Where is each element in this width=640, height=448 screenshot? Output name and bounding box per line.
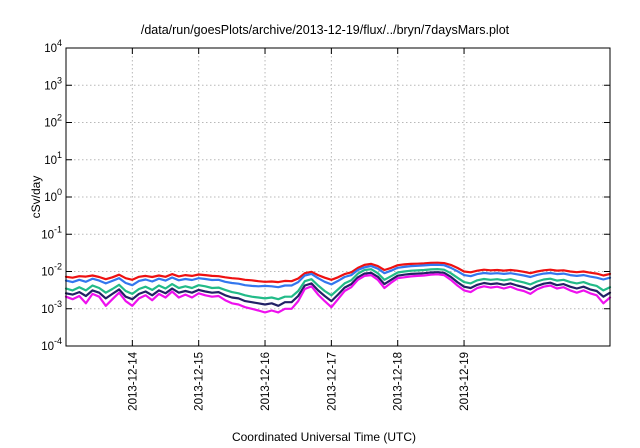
x-tick-label: 2013-12-15 bbox=[194, 352, 206, 411]
chart-title: /data/run/goesPlots/archive/2013-12-19/f… bbox=[141, 23, 510, 37]
series-line-blue bbox=[64, 263, 612, 289]
x-tick-label: 2013-12-16 bbox=[260, 352, 272, 411]
x-tick-label: 2013-12-18 bbox=[393, 352, 405, 411]
y-tick-label: 101 bbox=[44, 150, 62, 167]
y-tick-label: 103 bbox=[44, 75, 62, 92]
y-tick-exponent: -3 bbox=[54, 299, 62, 309]
x-axis: 2013-12-14 2013-12-15 2013-12-16 2013-12-17… bbox=[127, 48, 471, 411]
y-tick-label: 102 bbox=[44, 113, 62, 130]
y-tick-exponent: -2 bbox=[54, 262, 62, 272]
y-tick-exponent: -4 bbox=[54, 336, 62, 346]
x-tick-label: 2013-12-14 bbox=[127, 351, 139, 410]
series-line-red bbox=[64, 261, 612, 284]
series-line-teal bbox=[64, 268, 612, 301]
y-tick-label: 10-2 bbox=[41, 262, 62, 279]
y-tick-exponent: 0 bbox=[57, 187, 62, 197]
x-axis-label: Coordinated Universal Time (UTC) bbox=[232, 430, 416, 444]
series-line-magenta bbox=[64, 273, 612, 314]
grid bbox=[66, 48, 610, 346]
y-axis-label: cSv/day bbox=[29, 176, 43, 219]
x-tick-label: 2013-12-17 bbox=[326, 352, 338, 411]
series-group bbox=[64, 261, 612, 314]
y-tick-label: 10-1 bbox=[41, 224, 62, 241]
y-tick-label: 100 bbox=[44, 187, 62, 204]
series-line-navy bbox=[64, 271, 612, 307]
x-tick-label: 2013-12-19 bbox=[459, 352, 471, 411]
y-tick-exponent: 3 bbox=[57, 75, 62, 85]
y-tick-label: 10-4 bbox=[41, 336, 62, 353]
y-tick-label: 104 bbox=[44, 38, 62, 55]
y-tick-exponent: 4 bbox=[57, 38, 62, 48]
y-tick-label: 10-3 bbox=[41, 299, 62, 316]
y-tick-exponent: 2 bbox=[57, 113, 62, 123]
y-tick-exponent: -1 bbox=[54, 224, 62, 234]
y-tick-exponent: 1 bbox=[57, 150, 62, 160]
